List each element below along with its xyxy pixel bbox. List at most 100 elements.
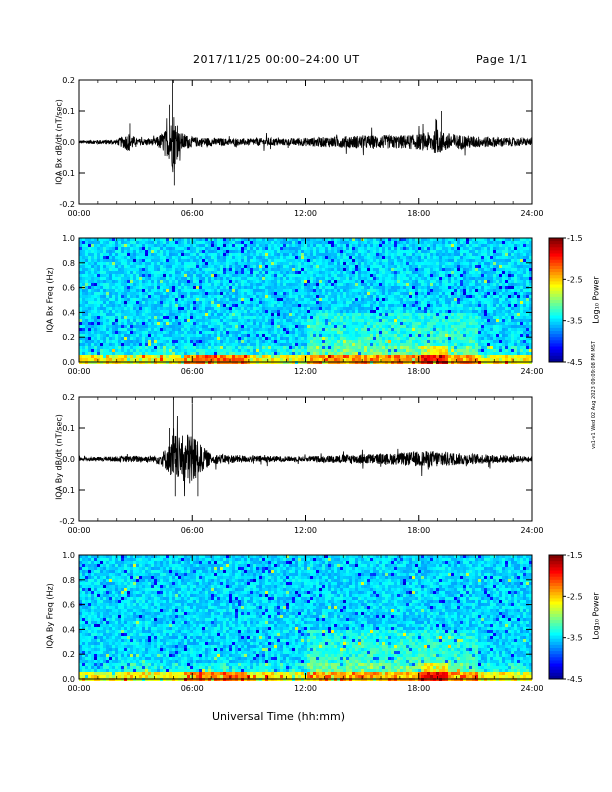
heatmap-cell [361, 322, 364, 325]
heatmap-cell [430, 247, 433, 250]
heatmap-cell [319, 319, 322, 322]
heatmap-cell [355, 244, 358, 247]
heatmap-cell [391, 289, 394, 292]
heatmap-cell [202, 328, 205, 331]
heatmap-cell [211, 322, 214, 325]
heatmap-cell [367, 262, 370, 265]
heatmap-cell [217, 247, 220, 250]
heatmap-cell [391, 319, 394, 322]
heatmap-cell [310, 268, 313, 271]
heatmap-cell [358, 280, 361, 283]
heatmap-cell [397, 247, 400, 250]
heatmap-cell [370, 331, 373, 334]
heatmap-cell [115, 292, 118, 295]
heatmap-cell [202, 262, 205, 265]
heatmap-cell [274, 307, 277, 310]
heatmap-cell [391, 244, 394, 247]
heatmap-cell [115, 334, 118, 337]
heatmap-cell [490, 325, 493, 328]
heatmap-cell [289, 280, 292, 283]
heatmap-cell [460, 283, 463, 286]
heatmap-cell [220, 274, 223, 277]
heatmap-cell [487, 253, 490, 256]
heatmap-cell [118, 286, 121, 289]
heatmap-cell [244, 271, 247, 274]
heatmap-cell [325, 268, 328, 271]
heatmap-cell [445, 259, 448, 262]
heatmap-cell [172, 247, 175, 250]
heatmap-cell [364, 274, 367, 277]
heatmap-cell [349, 295, 352, 298]
heatmap-cell [304, 256, 307, 259]
heatmap-cell [181, 238, 184, 241]
heatmap-cell [364, 283, 367, 286]
heatmap-cell [406, 307, 409, 310]
heatmap-cell [364, 250, 367, 253]
heatmap-cell [82, 274, 85, 277]
heatmap-cell [166, 289, 169, 292]
heatmap-cell [169, 277, 172, 280]
heatmap-cell [199, 238, 202, 241]
heatmap-cell [283, 253, 286, 256]
heatmap-cell [265, 259, 268, 262]
heatmap-cell [157, 250, 160, 253]
heatmap-cell [514, 331, 517, 334]
heatmap-cell [376, 304, 379, 307]
heatmap-cell [274, 301, 277, 304]
heatmap-cell [94, 277, 97, 280]
heatmap-cell [478, 286, 481, 289]
heatmap-cell [523, 310, 526, 313]
heatmap-cell [247, 307, 250, 310]
heatmap-cell [439, 319, 442, 322]
heatmap-cell [319, 277, 322, 280]
heatmap-cell [400, 310, 403, 313]
heatmap-cell [430, 310, 433, 313]
heatmap-cell [451, 289, 454, 292]
heatmap-cell [523, 283, 526, 286]
heatmap-cell [223, 319, 226, 322]
heatmap-cell [316, 250, 319, 253]
heatmap-cell [208, 271, 211, 274]
heatmap-cell [337, 274, 340, 277]
heatmap-cell [259, 277, 262, 280]
heatmap-cell [265, 331, 268, 334]
heatmap-cell [307, 268, 310, 271]
heatmap-cell [175, 286, 178, 289]
heatmap-cell [316, 307, 319, 310]
heatmap-cell [127, 277, 130, 280]
heatmap-cell [112, 319, 115, 322]
heatmap-cell [133, 268, 136, 271]
heatmap-cell [439, 304, 442, 307]
heatmap-cell [529, 256, 532, 259]
heatmap-cell [322, 241, 325, 244]
heatmap-cell [337, 295, 340, 298]
heatmap-cell [235, 238, 238, 241]
heatmap-cell [433, 319, 436, 322]
y-tick-label: 0.1 [62, 107, 75, 116]
heatmap-cell [307, 286, 310, 289]
heatmap-cell [127, 334, 130, 337]
heatmap-cell [268, 325, 271, 328]
heatmap-cell [394, 256, 397, 259]
heatmap-cell [517, 289, 520, 292]
heatmap-cell [379, 262, 382, 265]
heatmap-cell [463, 313, 466, 316]
heatmap-cell [166, 283, 169, 286]
heatmap-cell [106, 298, 109, 301]
heatmap-cell [217, 241, 220, 244]
heatmap-cell [211, 259, 214, 262]
heatmap-cell [385, 265, 388, 268]
heatmap-cell [391, 292, 394, 295]
heatmap-cell [496, 277, 499, 280]
heatmap-cell [430, 283, 433, 286]
heatmap-cell [169, 271, 172, 274]
heatmap-cell [502, 241, 505, 244]
heatmap-cell [169, 241, 172, 244]
heatmap-cell [514, 274, 517, 277]
heatmap-cell [502, 280, 505, 283]
heatmap-cell [463, 262, 466, 265]
heatmap-cell [139, 319, 142, 322]
heatmap-cell [454, 274, 457, 277]
heatmap-cell [217, 283, 220, 286]
heatmap-cell [112, 301, 115, 304]
